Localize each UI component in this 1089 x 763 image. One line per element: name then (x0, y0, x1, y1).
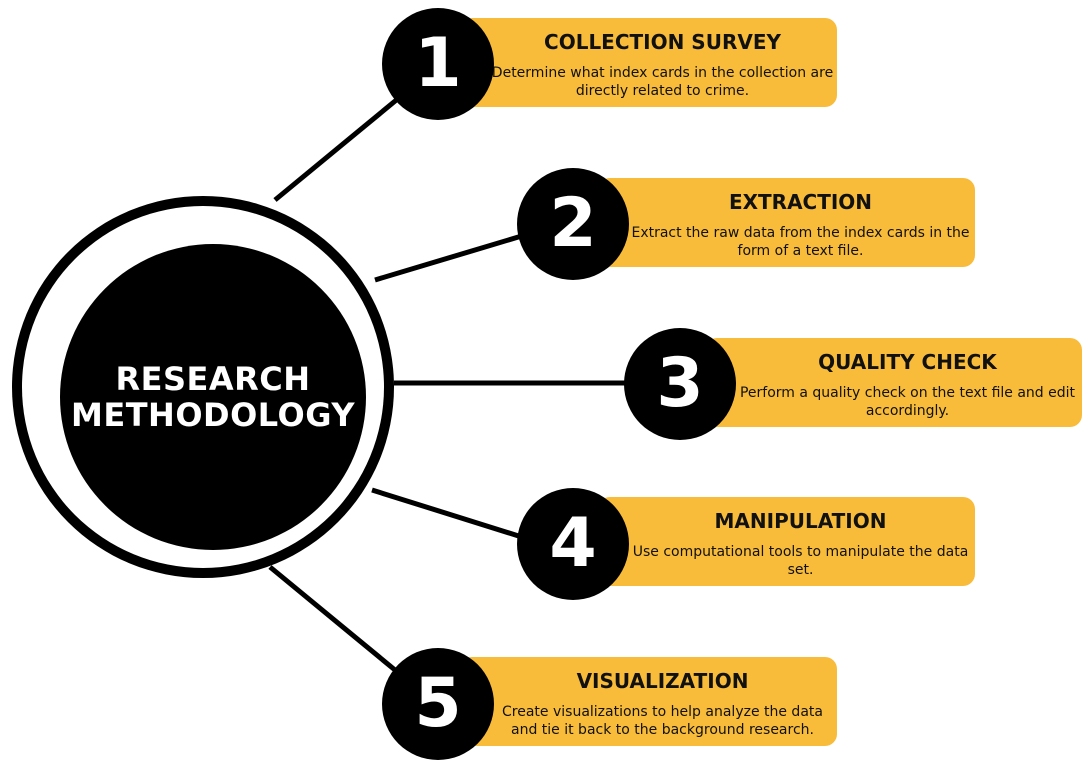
step-title-4: MANIPULATION (714, 509, 887, 533)
step-number-circle-5: 5 (382, 648, 494, 760)
step-title-2: EXTRACTION (728, 190, 873, 214)
center-hub: RESEARCH METHODOLOGY (12, 196, 394, 578)
center-hub-core: RESEARCH METHODOLOGY (60, 244, 366, 550)
step-number-circle-1: 1 (382, 8, 494, 120)
step-card-3: QUALITY CHECK Perform a quality check on… (705, 338, 1082, 427)
step-number-circle-3: 3 (624, 328, 736, 440)
step-description-5: Create visualizations to help analyze th… (502, 704, 823, 738)
step-number-5: 5 (414, 664, 462, 743)
step-card-2: EXTRACTION Extract the raw data from the… (598, 178, 975, 267)
step-description-4: Use computational tools to manipulate th… (632, 544, 969, 578)
step-card-1: COLLECTION SURVEY Determine what index c… (460, 18, 837, 107)
connector-line-4 (371, 487, 526, 541)
step-description-3: Perform a quality check on the text file… (739, 385, 1076, 419)
step-number-4: 4 (549, 504, 597, 583)
connector-line-2 (374, 232, 526, 283)
step-card-4: MANIPULATION Use computational tools to … (598, 497, 975, 586)
center-title-line-1: RESEARCH (115, 360, 311, 398)
step-number-circle-2: 2 (517, 168, 629, 280)
step-description-1: Determine what index cards in the collec… (491, 65, 834, 99)
connector-line-5 (268, 565, 397, 672)
step-title-3: QUALITY CHECK (818, 350, 997, 374)
center-title-line-2: METHODOLOGY (71, 396, 355, 434)
step-description-2: Extract the raw data from the index card… (631, 225, 970, 259)
center-hub-ring: RESEARCH METHODOLOGY (22, 206, 384, 568)
step-title-5: VISUALIZATION (576, 669, 749, 693)
step-card-5: VISUALIZATION Create visualizations to h… (460, 657, 837, 746)
step-number-circle-4: 4 (517, 488, 629, 600)
step-number-1: 1 (414, 24, 462, 103)
step-number-3: 3 (656, 344, 704, 423)
step-title-1: COLLECTION SURVEY (544, 30, 781, 54)
connector-line-1 (273, 95, 402, 202)
step-number-2: 2 (549, 184, 597, 263)
